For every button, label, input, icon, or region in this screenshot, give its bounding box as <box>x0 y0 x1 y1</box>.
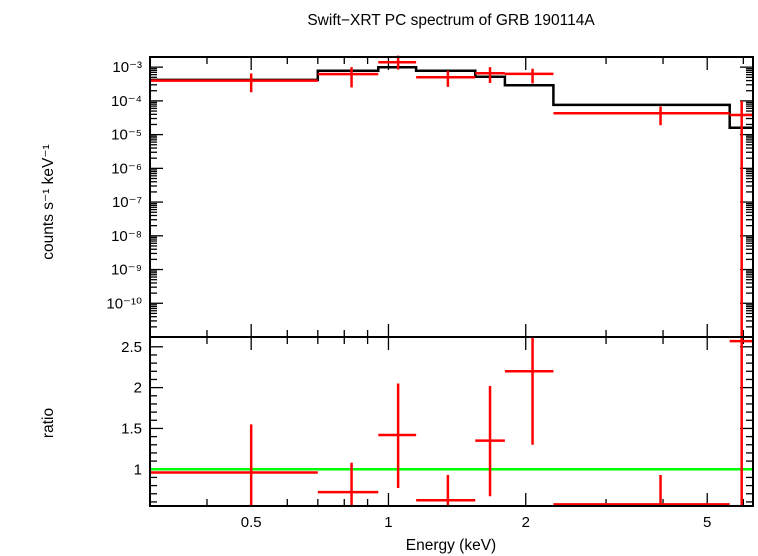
spectrum-y-tick-label: 10⁻⁶ <box>111 160 142 177</box>
spectrum-data-point <box>475 67 505 83</box>
ratio-y-tick-label: 1.5 <box>121 420 142 437</box>
spectrum-data-point <box>553 106 730 126</box>
ratio-axis-ticks: 1 1.5 2 2.5 0.5 1 2 5 <box>121 337 753 531</box>
ratio-data-point <box>504 337 554 445</box>
ratio-data-point <box>150 424 318 506</box>
ratio-data-point <box>553 474 730 506</box>
ratio-y-axis-label: ratio <box>40 408 57 438</box>
spectrum-y-tick-label: 10⁻⁷ <box>112 194 142 211</box>
spectrum-y-tick-label: 10⁻¹⁰ <box>106 295 142 312</box>
spectrum-y-axis-label: counts s⁻¹ keV⁻¹ <box>40 144 57 259</box>
spectrum-y-tick-label: 10⁻³ <box>112 59 142 76</box>
x-tick-label: 2 <box>522 514 530 531</box>
ratio-y-tick-label: 2 <box>134 380 142 397</box>
spectrum-y-tick-label: 10⁻⁸ <box>111 228 142 245</box>
ratio-y-tick-label: 2.5 <box>121 339 142 356</box>
spectrum-y-tick-label: 10⁻⁵ <box>111 127 142 144</box>
spectrum-data-point <box>150 73 318 93</box>
spectrum-data-point <box>416 70 476 87</box>
x-tick-label: 5 <box>703 514 711 531</box>
spectrum-y-ticks: 10⁻¹⁰ 10⁻⁹ 10⁻⁸ 10⁻⁷ 10⁻⁶ 10⁻⁵ 10⁻⁴ 10⁻³ <box>106 56 753 338</box>
ratio-y-tick-label: 1 <box>134 461 142 478</box>
spectrum-data-points <box>150 55 753 337</box>
ratio-data-point <box>475 385 505 497</box>
x-tick-label: 0.5 <box>241 514 262 531</box>
spectrum-data-point <box>729 100 753 337</box>
ratio-plot-frame <box>149 336 754 507</box>
spectrum-y-tick-label: 10⁻⁴ <box>111 93 142 110</box>
x-axis-label: Energy (keV) <box>406 537 496 554</box>
spectrum-plot-frame <box>149 56 754 338</box>
ratio-data-points <box>150 337 753 506</box>
spectrum-data-point <box>504 68 554 84</box>
spectrum-panel: 10⁻¹⁰ 10⁻⁹ 10⁻⁸ 10⁻⁷ 10⁻⁶ 10⁻⁵ 10⁻⁴ 10⁻³ counts… <box>40 55 754 338</box>
spectrum-data-point <box>317 67 379 88</box>
x-tick-label: 1 <box>384 514 392 531</box>
ratio-data-point <box>729 337 753 506</box>
ratio-data-point <box>416 474 476 506</box>
ratio-data-point <box>378 383 417 489</box>
spectrum-y-tick-label: 10⁻⁹ <box>111 262 142 279</box>
ratio-data-point <box>317 462 379 506</box>
ratio-panel: 1 1.5 2 2.5 0.5 1 2 5 ratio Energy (keV) <box>40 336 754 554</box>
chart-title: Swift−XRT PC spectrum of GRB 190114A <box>307 12 595 29</box>
